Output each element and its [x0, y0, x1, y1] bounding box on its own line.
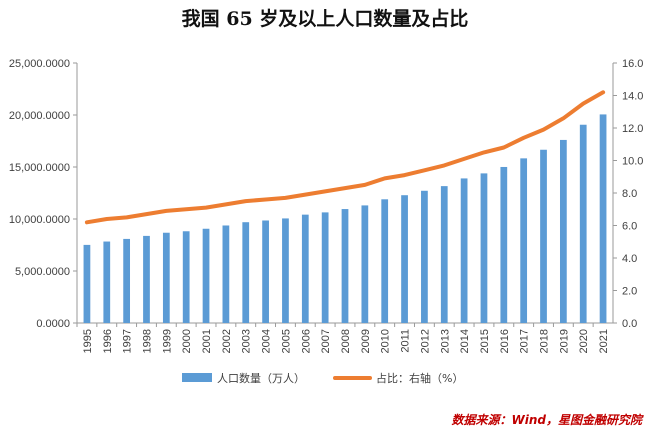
bar [321, 212, 329, 323]
x-tick-label: 1995 [82, 329, 94, 353]
bar [540, 149, 547, 323]
bar [202, 228, 210, 323]
x-tick-label: 2012 [419, 329, 431, 353]
chart-title: 我国 65 岁及以上人口数量及占比 [181, 8, 469, 30]
x-tick-label: 2017 [519, 329, 531, 353]
x-tick-label: 2004 [261, 329, 273, 353]
legend-bar-label: 人口数量（万人） [217, 372, 305, 385]
bar [440, 186, 448, 323]
x-tick-label: 2005 [280, 329, 292, 353]
y-left-tick-label: 20,000.0000 [9, 110, 70, 122]
x-tick-label: 2018 [539, 329, 551, 353]
bar [182, 231, 190, 323]
bar [460, 178, 468, 323]
bar [301, 214, 309, 323]
y-left-tick-label: 15,000.0000 [9, 162, 70, 174]
bar [599, 114, 607, 323]
x-tick-label: 2010 [380, 329, 392, 353]
legend-line-label: 占比：右轴（%） [376, 371, 463, 385]
x-tick-label: 2013 [439, 329, 451, 353]
x-tick-label: 2014 [459, 329, 471, 353]
x-tick-label: 2020 [578, 329, 590, 353]
x-tick-label: 1999 [161, 329, 173, 353]
x-tick-label: 1997 [122, 329, 134, 353]
x-tick-label: 1996 [102, 329, 114, 353]
bar [421, 190, 428, 323]
bar [381, 199, 389, 323]
y-right-tick-label: 6.0 [622, 221, 637, 233]
line-series [84, 90, 606, 225]
y-left-tick-label: 10,000.0000 [9, 214, 70, 226]
x-tick-label: 2003 [241, 329, 253, 353]
bar [361, 205, 369, 323]
x-tick-label: 2007 [320, 329, 332, 353]
x-tick-label: 2001 [201, 329, 213, 353]
y-right-tick-label: 4.0 [622, 253, 637, 265]
bar [143, 235, 150, 323]
y-right-tick-label: 0.0 [622, 318, 637, 330]
bar [123, 238, 131, 323]
bar [222, 225, 230, 323]
bar [500, 166, 508, 323]
y-right-tick-label: 14.0 [622, 91, 643, 103]
y-left-tick-label: 5,000.0000 [15, 266, 70, 278]
x-tick-label: 2008 [340, 329, 352, 353]
x-tick-label: 2019 [558, 329, 570, 353]
x-tick-label: 2015 [479, 329, 491, 353]
y-right-tick-label: 8.0 [622, 188, 637, 200]
bar [341, 209, 349, 323]
bar [401, 195, 408, 323]
legend-bar-swatch [182, 373, 212, 382]
y-right-tick-label: 2.0 [622, 286, 637, 298]
x-tick-label: 2009 [360, 329, 372, 353]
bar [559, 139, 567, 323]
source-note: 数据来源：Wind，星图金融研究院 [451, 413, 642, 427]
bar [480, 173, 488, 323]
x-tick-label: 1998 [141, 329, 153, 353]
y-right-tick-label: 16.0 [622, 58, 643, 70]
x-tick-label: 2000 [181, 329, 193, 353]
y-left-tick-label: 25,000.0000 [9, 58, 70, 70]
bar [262, 220, 269, 323]
x-tick-label: 2016 [499, 329, 511, 353]
y-left-tick-label: 0.0000 [36, 318, 70, 330]
x-tick-label: 2006 [300, 329, 312, 353]
bar [83, 244, 91, 323]
bar [282, 218, 289, 323]
y-right-tick-label: 10.0 [622, 156, 643, 168]
bar [520, 158, 528, 323]
x-tick-label: 2021 [598, 329, 610, 353]
bar [103, 241, 111, 323]
bar [162, 232, 170, 323]
bar [579, 124, 587, 323]
x-tick-label: 2002 [221, 329, 233, 353]
x-tick-label: 2011 [400, 329, 412, 353]
y-right-tick-label: 12.0 [622, 123, 643, 135]
bar [242, 222, 250, 323]
